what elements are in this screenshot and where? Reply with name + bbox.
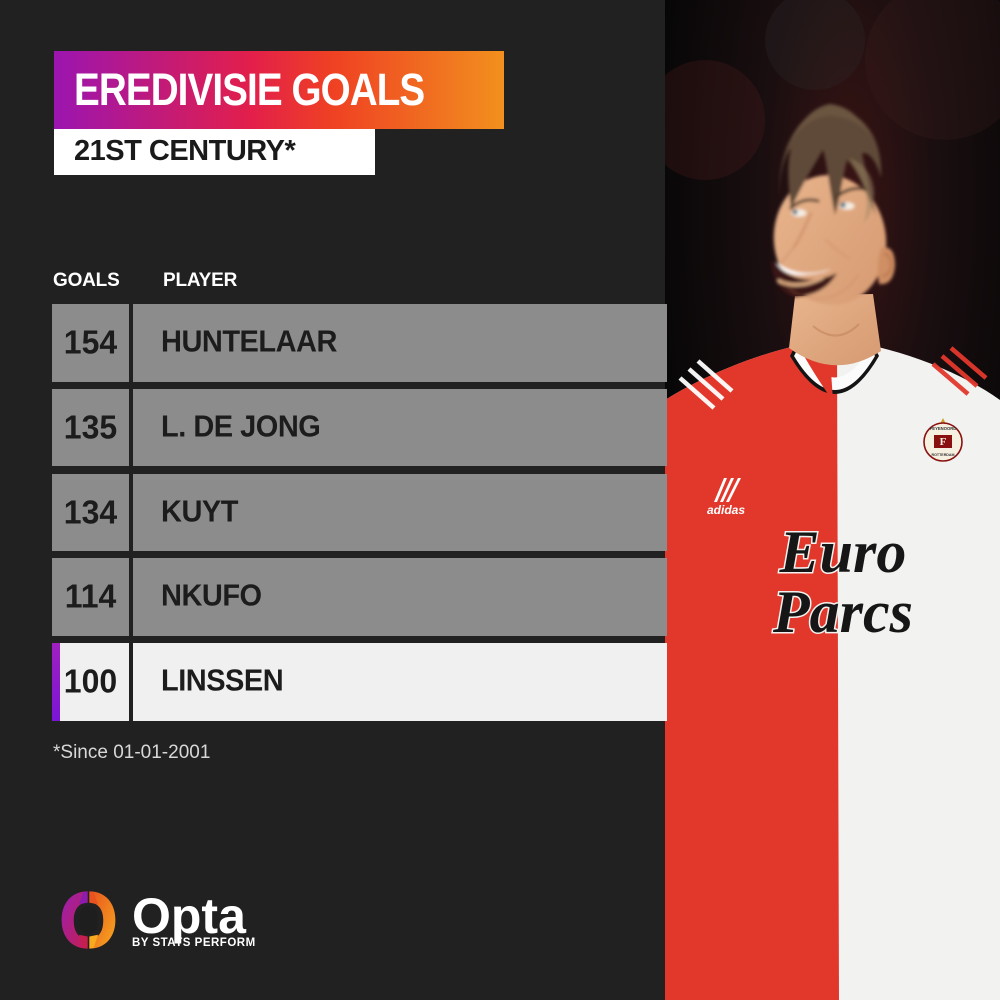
svg-text:F: F	[940, 436, 947, 448]
svg-text:adidas: adidas	[707, 503, 745, 517]
svg-text:ROTTERDAM: ROTTERDAM	[932, 453, 955, 457]
svg-text:FEYENOORD: FEYENOORD	[930, 426, 957, 431]
svg-text:Parcs: Parcs	[772, 579, 913, 645]
svg-text:Euro: Euro	[779, 519, 907, 585]
